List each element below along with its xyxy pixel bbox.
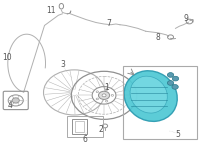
Text: 4: 4 xyxy=(7,101,12,110)
Ellipse shape xyxy=(124,71,177,121)
Circle shape xyxy=(167,73,174,77)
Ellipse shape xyxy=(130,76,167,113)
Circle shape xyxy=(12,98,19,103)
Circle shape xyxy=(172,85,178,89)
Text: 9: 9 xyxy=(184,14,189,23)
Text: 1: 1 xyxy=(105,83,109,92)
Text: 2: 2 xyxy=(99,125,103,134)
Circle shape xyxy=(172,76,179,81)
Text: 3: 3 xyxy=(60,60,65,69)
Text: 8: 8 xyxy=(155,33,160,42)
Circle shape xyxy=(105,89,108,90)
Text: 7: 7 xyxy=(107,19,111,28)
Circle shape xyxy=(102,124,108,128)
Text: 11: 11 xyxy=(46,6,55,15)
Text: 6: 6 xyxy=(83,135,88,143)
Text: 5: 5 xyxy=(175,130,180,139)
Circle shape xyxy=(167,81,174,85)
Circle shape xyxy=(111,95,114,96)
Circle shape xyxy=(105,100,108,102)
Circle shape xyxy=(98,91,110,99)
Circle shape xyxy=(96,91,98,93)
Text: 10: 10 xyxy=(2,53,12,62)
Circle shape xyxy=(96,98,98,100)
Circle shape xyxy=(102,94,106,97)
